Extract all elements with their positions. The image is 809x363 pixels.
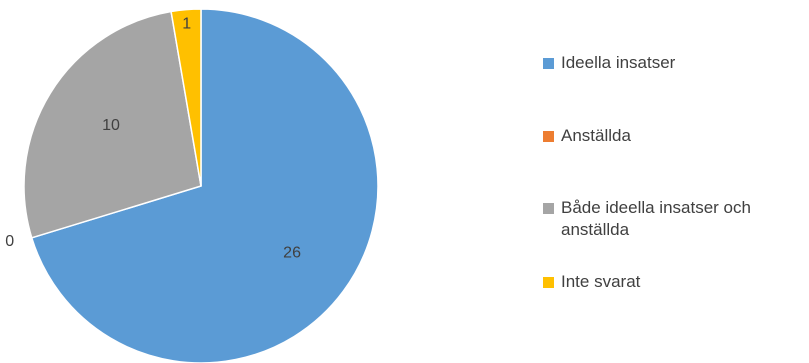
legend-swatch (543, 203, 554, 214)
legend-item-bade-ideella-och-anstallda: Både ideella insatser och anställda (543, 197, 809, 241)
pie-slice-både-ideella-insatser-och-anställda (23, 10, 202, 239)
pie-data-labels: 26 0 10 1 (5, 16, 301, 262)
legend-label: Ideella insatser (561, 53, 676, 72)
pie-slice-ideella-insatser (30, 8, 379, 363)
pie-slice-inte-svarat (170, 8, 202, 187)
pie-slices (23, 8, 379, 363)
legend-swatch (543, 58, 554, 69)
legend-item-inte-svarat: Inte svarat (543, 271, 809, 293)
data-label-ideella-insatser: 26 (283, 245, 301, 262)
data-label-anställda: 0 (5, 233, 14, 250)
legend: Ideella insatser Anställda Både ideella … (543, 0, 809, 363)
legend-label: Anställda (561, 126, 631, 145)
legend-item-ideella-insatser: Ideella insatser (543, 52, 809, 74)
legend-label: Både ideella insatser och anställda (561, 198, 751, 239)
legend-item-anstallda: Anställda (543, 125, 809, 147)
legend-swatch (543, 131, 554, 142)
data-label-inte-svarat: 1 (182, 16, 191, 33)
legend-label: Inte svarat (561, 272, 641, 291)
legend-swatch (543, 277, 554, 288)
data-label-både-ideella-insatser-och-anställda: 10 (102, 117, 120, 134)
pie-chart: 26 0 10 1 (5, 8, 379, 363)
